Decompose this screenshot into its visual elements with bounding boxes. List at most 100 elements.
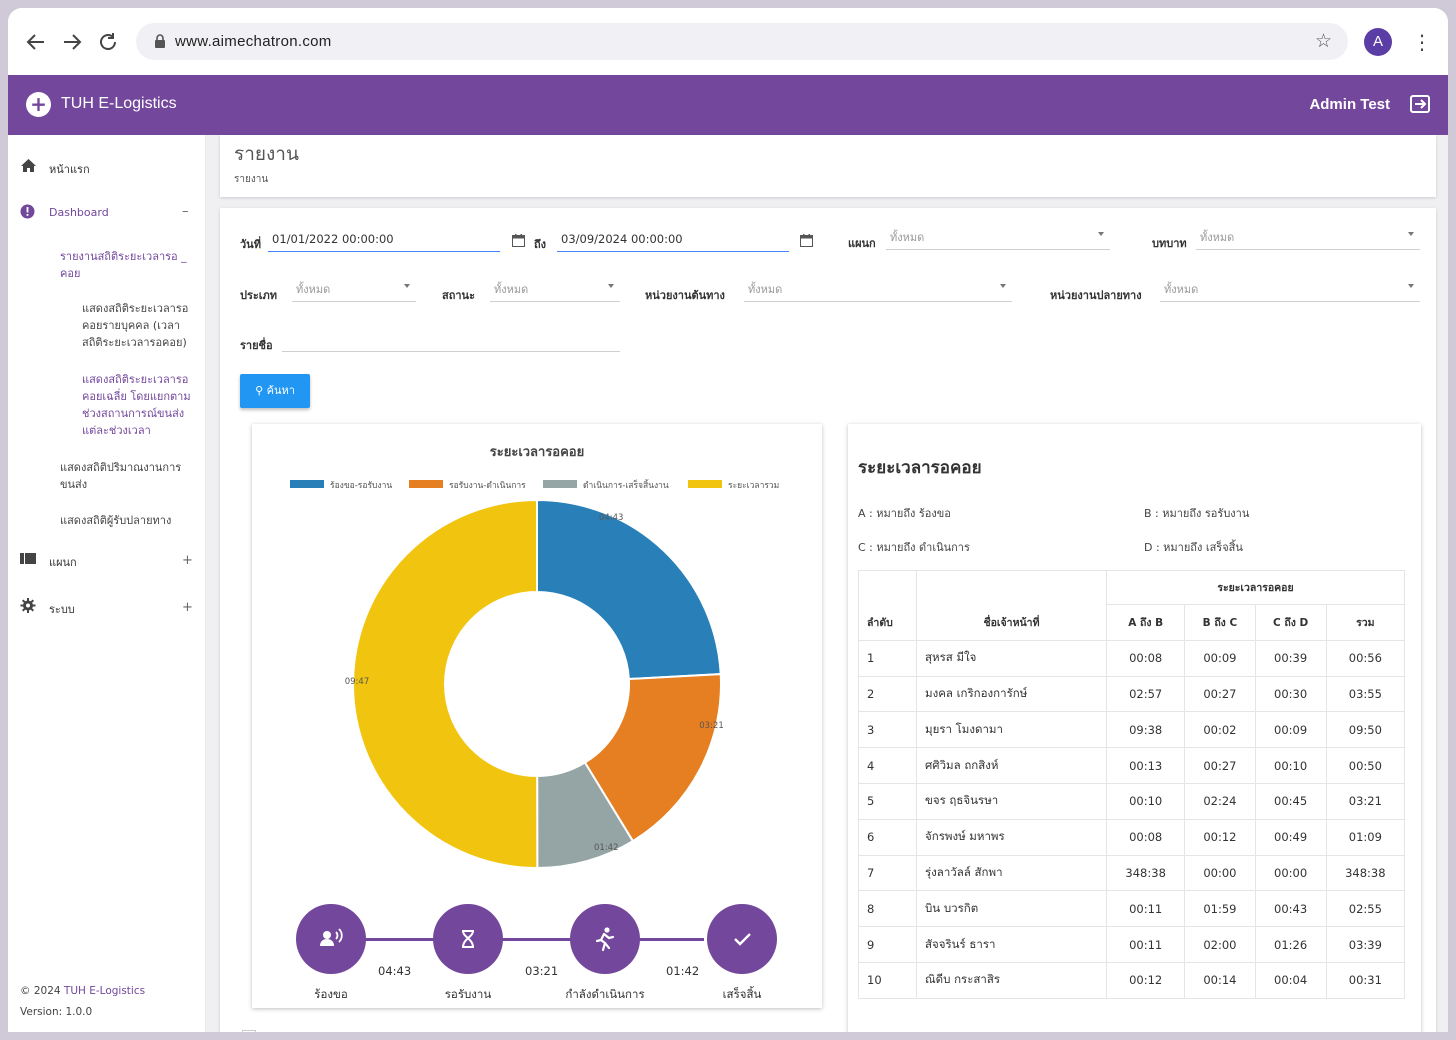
sidebar-sub-active[interactable]: รายงานสถิติระยะเวลารอ _ คอย: [60, 250, 187, 280]
table-cell: 00:31: [1326, 962, 1405, 999]
back-arrow-icon[interactable]: [24, 30, 48, 54]
legend-swatch: [543, 480, 577, 488]
col-header: ชื่อเจ้าหน้าที่: [916, 570, 1107, 641]
step-label: ร้องขอ: [314, 987, 348, 1001]
logout-icon[interactable]: [1410, 95, 1430, 113]
col-header: ลำดับ: [858, 570, 917, 641]
page-title: รายงาน: [234, 143, 299, 165]
search-icon: ⚲: [255, 384, 264, 397]
footer-copyright: © 2024: [20, 985, 61, 997]
logo-plus-icon: +: [26, 92, 51, 117]
forward-arrow-icon[interactable]: [60, 30, 84, 54]
step-waiting[interactable]: [433, 904, 503, 974]
slice-label: 04:43: [599, 513, 624, 523]
search-button[interactable]: ⚲ ค้นหา: [240, 374, 310, 408]
hourglass-icon: [462, 930, 474, 948]
table-row: 2 มงคล เกริกองการักษ์ 02:57 00:27 00:30 03:55: [858, 676, 1405, 713]
dest-select[interactable]: ทั้งหมด: [1160, 280, 1420, 302]
calendar-icon[interactable]: [800, 234, 813, 247]
table-cell: 00:09: [1184, 640, 1256, 677]
legend-label: ดำเนินการ-เสร็จสิ้นงาน: [583, 479, 669, 491]
table-cell: 00:13: [1106, 747, 1186, 784]
table-cell: ณิดีบ กระสาสิร: [916, 962, 1107, 999]
footer-brand[interactable]: TUH E-Logistics: [63, 985, 146, 997]
table-cell: 00:08: [1106, 819, 1186, 856]
origin-select[interactable]: ทั้งหมด: [744, 280, 1012, 302]
legend-swatch: [688, 480, 722, 488]
role-select[interactable]: ทั้งหมด: [1196, 228, 1420, 250]
check-icon: [734, 933, 751, 946]
table-cell: 02:00: [1184, 926, 1256, 963]
table-cell: 10: [858, 962, 917, 999]
step-label: รอรับงาน: [444, 987, 492, 1001]
app-title[interactable]: TUH E-Logistics: [61, 95, 177, 112]
step-time: 03:21: [525, 964, 559, 978]
profile-avatar[interactable]: A: [1364, 28, 1392, 56]
table-row: 9 สัจจรินร์ ธารา 00:11 02:00 01:26 03:39: [858, 926, 1405, 963]
table-cell: สุหรส มีใจ: [916, 640, 1107, 677]
table-cell: 03:21: [1326, 783, 1405, 820]
collapse-icon[interactable]: –: [182, 204, 189, 219]
table-cell: 00:49: [1255, 819, 1327, 856]
origin-label: หน่วยงานต้นทาง: [645, 289, 725, 302]
table-row: 7 รุ่งลาวัลล์ สักพา 348:38 00:00 00:00 348:38: [858, 855, 1405, 892]
expand-icon[interactable]: +: [182, 600, 193, 615]
legend-d: D : หมายถึง เสร็จสิ้น: [1144, 541, 1243, 554]
name-input[interactable]: [282, 330, 620, 352]
table-cell: 00:50: [1326, 747, 1405, 784]
reload-icon[interactable]: [96, 30, 120, 54]
table-cell: 1: [858, 640, 917, 677]
table-card-title: ระยะเวลารอคอย: [858, 458, 982, 478]
more-menu-icon[interactable]: ⋮: [1412, 30, 1432, 54]
step-request[interactable]: [296, 904, 366, 974]
sidebar-footer: © 2024 TUH E-Logistics Version: 1.0.0: [20, 981, 145, 1023]
table-cell: มุยรา โมงดามา: [916, 711, 1107, 749]
legend-swatch: [290, 480, 324, 488]
calendar-icon[interactable]: [512, 234, 525, 247]
table-row: 5 ขจร ฤธจินรษา 00:10 02:24 00:45 03:21: [858, 783, 1405, 820]
sidebar-sub-item[interactable]: แสดงสถิติปริมาณงานการขนส่ง: [60, 461, 182, 491]
dept-select[interactable]: ทั้งหมด: [886, 228, 1110, 250]
table-cell: ขจร ฤธจินรษา: [916, 783, 1107, 820]
date-to-input[interactable]: 03/09/2024 00:00:00: [557, 230, 789, 252]
table-cell: 2: [858, 676, 917, 713]
table-cell: 00:11: [1106, 890, 1186, 928]
slice-0: [536, 498, 722, 681]
expand-icon[interactable]: +: [182, 553, 193, 568]
user-name[interactable]: Admin Test: [1309, 96, 1390, 113]
table-cell: 00:27: [1184, 676, 1256, 713]
type-select[interactable]: ทั้งหมด: [292, 280, 416, 302]
legend-c: C : หมายถึง ดำเนินการ: [858, 541, 970, 554]
date-from-input[interactable]: 01/01/2022 00:00:00: [268, 230, 500, 252]
table-cell: 5: [858, 783, 917, 820]
sidebar-sub-item[interactable]: แสดงสถิติระยะเวลารอคอยรายบุคคล (เวลาสถิต…: [82, 302, 189, 349]
home-icon: [21, 159, 36, 172]
sidebar-sub-item[interactable]: แสดงสถิติผู้รับปลายทาง: [60, 514, 172, 527]
table-cell: 3: [858, 711, 917, 749]
table-cell: 00:39: [1255, 640, 1327, 677]
step-label: กำลังดำเนินการ: [565, 987, 645, 1001]
address-bar[interactable]: www.aimechatron.com ☆: [136, 23, 1348, 60]
sidebar-item-label: ระบบ: [49, 603, 75, 616]
table-cell: 00:14: [1184, 962, 1256, 999]
chart-card: ระยะเวลารอคอย ร้องขอ-รอรับงาน รอรับงาน-ดำเ…: [252, 424, 822, 1008]
table-cell: 00:12: [1184, 819, 1256, 856]
col-header: C ถึง D: [1255, 604, 1327, 641]
step-in-progress[interactable]: [570, 904, 640, 974]
table-cell: 01:59: [1184, 890, 1256, 928]
wait-time-table: ลำดับ ชื่อเจ้าหน้าที่ ระยะเวลารอคอย A ถึ…: [858, 570, 1405, 999]
step-done[interactable]: [707, 904, 777, 974]
table-cell: 02:24: [1184, 783, 1256, 820]
sidebar-sub-item[interactable]: แสดงสถิติระยะเวลารอคอยเฉลี่ย โดยแยกตามช่…: [82, 373, 191, 437]
table-cell: 02:57: [1106, 676, 1186, 713]
gear-icon: [20, 598, 36, 613]
status-select[interactable]: ทั้งหมด: [490, 280, 620, 302]
type-label: ประเภท: [240, 289, 278, 302]
report-card: วันที่ 01/01/2022 00:00:00 ถึง 03/09/202…: [220, 208, 1436, 1032]
table-cell: 00:02: [1184, 711, 1256, 749]
footer-version: Version: 1.0.0: [20, 1006, 93, 1018]
slice-label: 01:42: [594, 843, 619, 853]
legend-label: รอรับงาน-ดำเนินการ: [449, 481, 526, 491]
bookmark-star-icon[interactable]: ☆: [1314, 30, 1332, 52]
name-label: รายชื่อ: [240, 339, 273, 352]
